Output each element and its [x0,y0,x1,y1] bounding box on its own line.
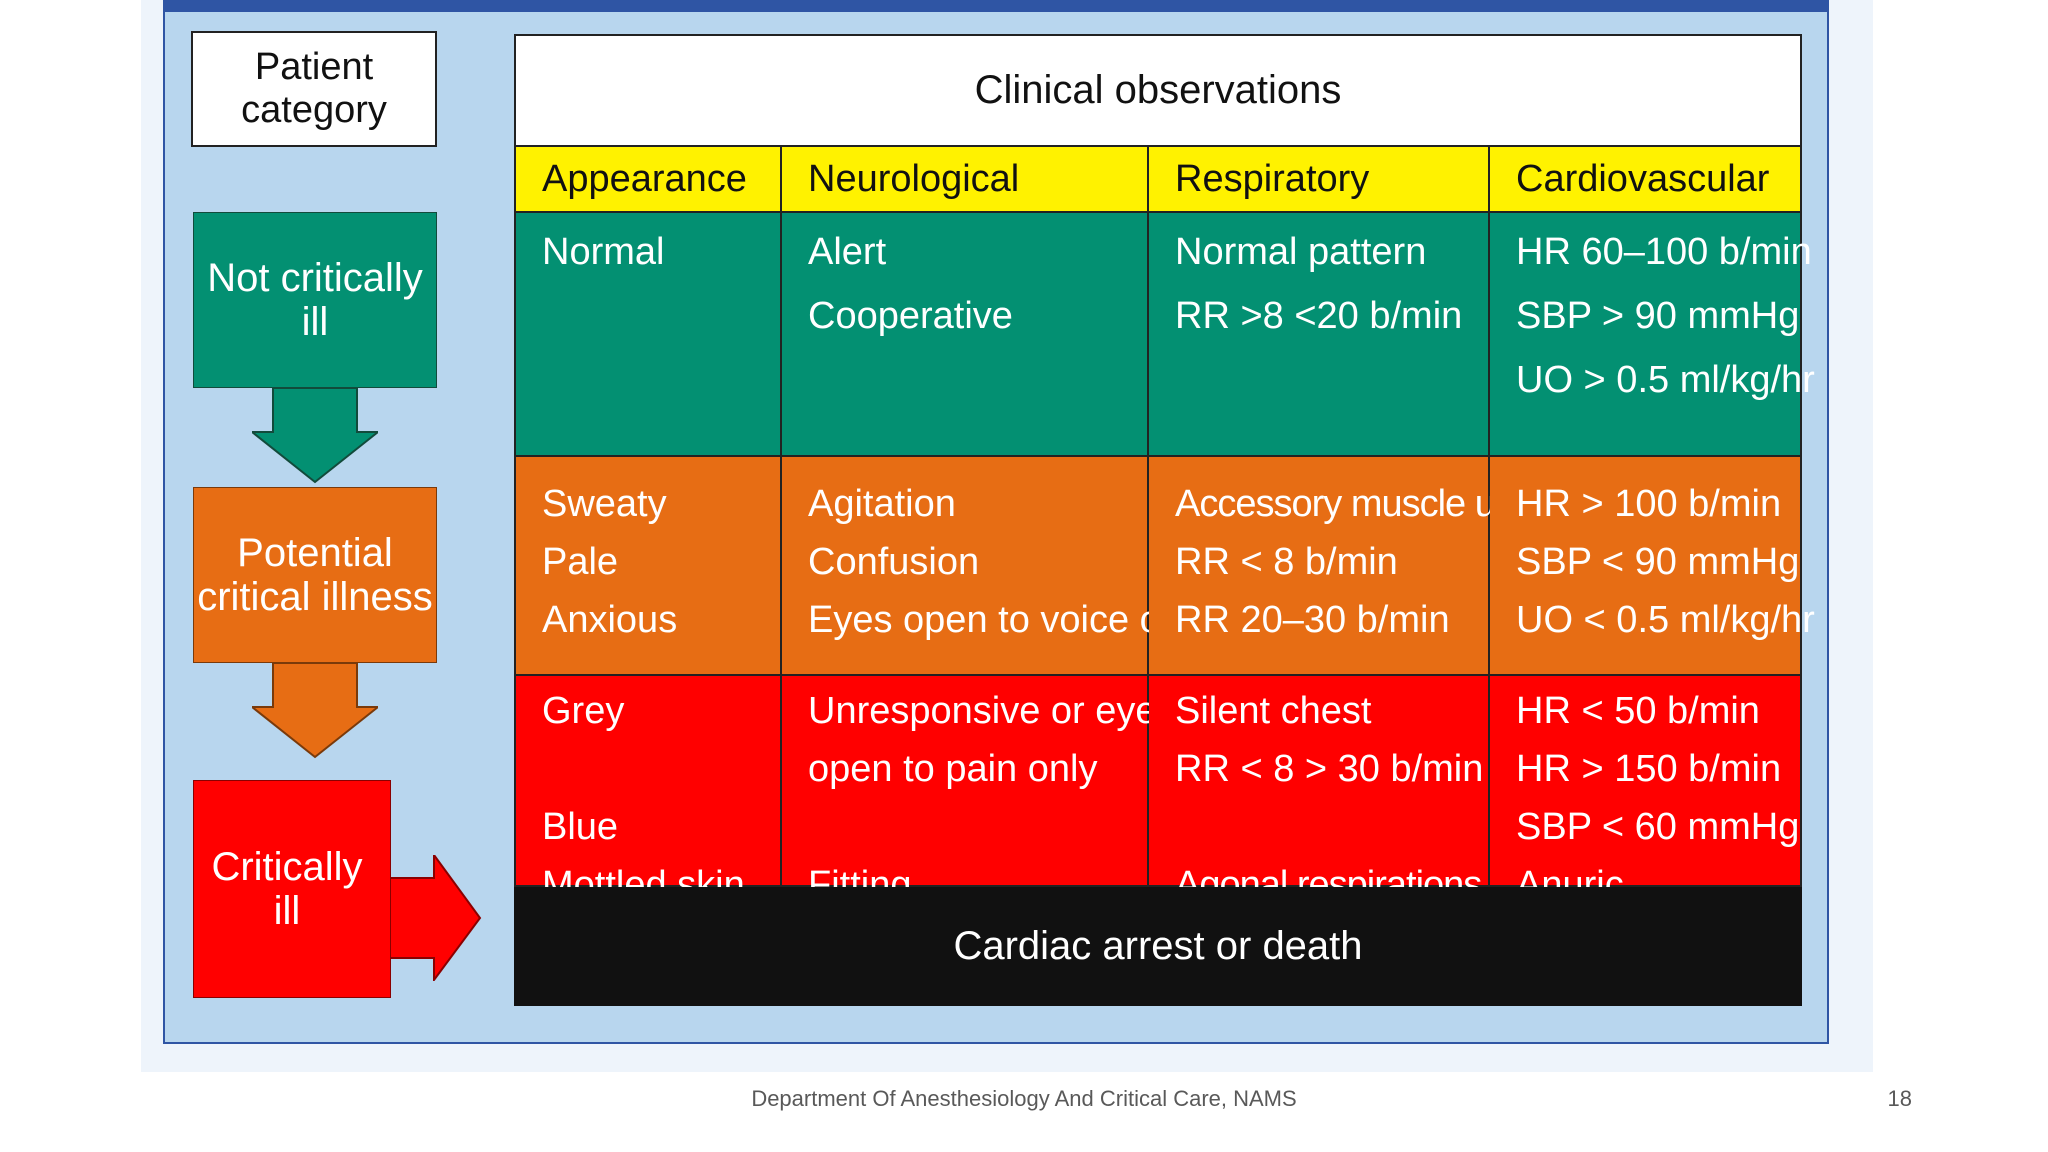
page-number: 18 [1887,1086,1912,1111]
cell-text: RR < 8 > 30 b/min [1175,748,1484,790]
table-row: HR < 50 b/min HR > 150 b/min SBP < 60 mm… [1490,676,1802,906]
cell-text: Unresponsive or eyes [808,690,1176,732]
cell-text: HR < 50 b/min [1516,690,1760,732]
cell-text: Blue [542,806,619,848]
table-row: Normal pattern RR >8 <20 b/min [1149,213,1490,457]
cell-text: Pale [542,541,619,583]
cell-text: RR >8 <20 b/min [1175,295,1463,337]
cell-text: HR > 150 b/min [1516,748,1782,790]
column-header-appearance: Appearance [514,147,782,213]
table-title: Clinical observations [514,34,1802,147]
title-strip [163,0,1829,10]
cell-text: Accessory muscle use [1175,483,1534,525]
table-row: HR 60–100 b/min SBP > 90 mmHg UO > 0.5 m… [1490,213,1815,457]
cell-text: SBP < 90 mmHg [1516,541,1800,583]
cell-text: Confusion [808,541,980,583]
cell-text: RR 20–30 b/min [1175,599,1450,641]
table-row: Accessory muscle use RR < 8 b/min RR 20–… [1149,457,1534,676]
table-row: Alert Cooperative [782,213,1149,457]
table-row: Unresponsive or eyes open to pain only F… [782,676,1176,906]
table-row: Grey Blue Mottled skin [514,676,782,906]
cell-text: Eyes open to voice only [808,599,1210,641]
category-not-critically-ill: Not critically ill [193,212,437,388]
cell-text: Agitation [808,483,956,525]
cell-text: RR < 8 b/min [1175,541,1398,583]
table-row: Silent chest RR < 8 > 30 b/min Agonal re… [1149,676,1490,906]
cell-text: Cooperative [808,295,1013,337]
cell-text: open to pain only [808,748,1098,790]
clinical-observations-table: Clinical observations Appearance Neurolo… [514,34,1815,1006]
cell-text: UO > 0.5 ml/kg/hr [1516,359,1815,401]
category-potential-critical-illness: Potential critical illness [193,487,437,663]
cell-text: Anxious [542,599,678,641]
table-row: Normal [514,213,782,457]
cell-text: Silent chest [1175,690,1372,732]
cell-text: SBP < 60 mmHg [1516,806,1800,848]
column-header-cardiovascular: Cardiovascular [1490,147,1802,213]
category-label: Critically ill [211,845,363,933]
cell-text: Sweaty [542,483,667,525]
cell-text: HR > 100 b/min [1516,483,1782,525]
cell-text: Grey [542,690,625,732]
down-arrow-green-icon [252,388,378,484]
table-row: Agitation Confusion Eyes open to voice o… [782,457,1209,676]
cell-text: Alert [808,231,887,273]
cardiac-arrest-row: Cardiac arrest or death [514,887,1802,1006]
down-arrow-orange-icon [252,663,378,759]
cell-text: Normal [542,231,665,273]
table-row: Sweaty Pale Anxious [514,457,782,676]
patient-category-box: Patient category [191,31,437,147]
column-header-neurological: Neurological [782,147,1149,213]
cell-text: UO < 0.5 ml/kg/hr [1516,599,1815,641]
cell-text: SBP > 90 mmHg [1516,295,1800,337]
cell-text: HR 60–100 b/min [1516,231,1812,273]
category-critically-ill: Critically ill [193,780,391,998]
footer-text: Department Of Anesthesiology And Critica… [751,1086,1297,1111]
category-label: Potential critical illness [197,531,433,619]
table-row: HR > 100 b/min SBP < 90 mmHg UO < 0.5 ml… [1490,457,1815,676]
cell-text: Normal pattern [1175,231,1427,273]
category-label: Not critically ill [207,256,423,344]
right-arrow-red-icon [390,855,482,981]
column-header-respiratory: Respiratory [1149,147,1490,213]
